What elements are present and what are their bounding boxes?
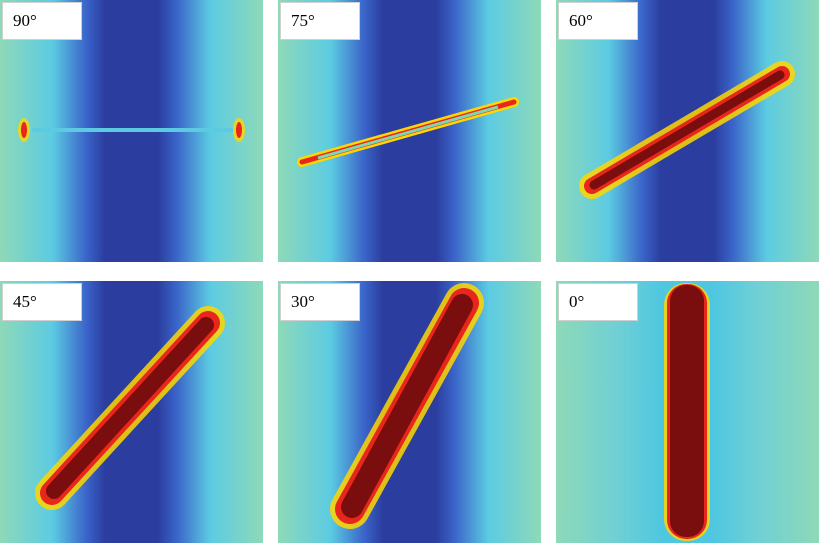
crack-line (670, 285, 704, 537)
field-panel-90: 90° (0, 0, 263, 262)
stress-field-plot (278, 0, 541, 262)
stress-field-plot (278, 281, 541, 543)
stress-field-plot (0, 0, 263, 262)
stress-field-plot (556, 281, 819, 543)
angle-label: 0° (558, 283, 638, 321)
field-panel-45: 45° (0, 281, 263, 543)
field-panel-60: 60° (556, 0, 819, 262)
angle-label: 60° (558, 2, 638, 40)
crack-line (341, 294, 473, 518)
crack-line (46, 317, 214, 499)
field-panel-75: 75° (278, 0, 541, 262)
stress-field-plot (0, 281, 263, 543)
field-panel-30: 30° (278, 281, 541, 543)
angle-label: 75° (280, 2, 360, 40)
crack-line (32, 128, 237, 132)
field-panel-0: 0° (556, 281, 819, 543)
angle-label: 90° (2, 2, 82, 40)
crack-line (317, 105, 499, 160)
stress-field-plot (556, 0, 819, 262)
angle-label: 45° (2, 283, 82, 321)
angle-label: 30° (280, 283, 360, 321)
crack-line (589, 70, 785, 190)
